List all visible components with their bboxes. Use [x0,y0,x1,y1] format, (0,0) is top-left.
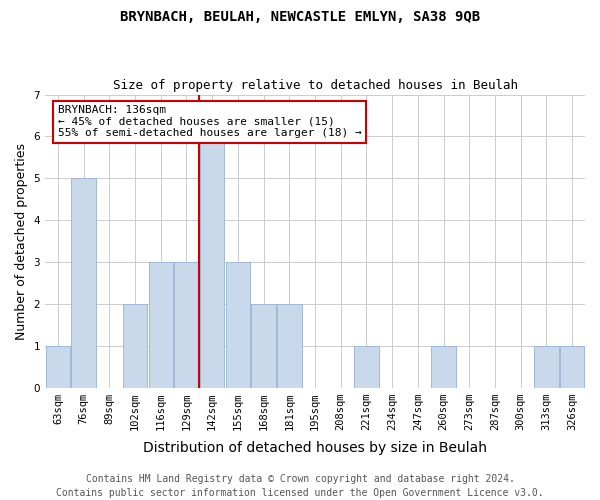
Bar [71,178,96,388]
Bar [226,262,250,388]
Text: BRYNBACH: 136sqm
← 45% of detached houses are smaller (15)
55% of semi-detached : BRYNBACH: 136sqm ← 45% of detached house… [58,105,362,138]
Bar [46,346,70,388]
Bar [277,304,302,388]
Bar [354,346,379,388]
Bar [534,346,559,388]
Title: Size of property relative to detached houses in Beulah: Size of property relative to detached ho… [113,79,518,92]
Bar [431,346,456,388]
Bar [174,262,199,388]
Text: BRYNBACH, BEULAH, NEWCASTLE EMLYN, SA38 9QB: BRYNBACH, BEULAH, NEWCASTLE EMLYN, SA38 … [120,10,480,24]
Bar [200,136,224,388]
X-axis label: Distribution of detached houses by size in Beulah: Distribution of detached houses by size … [143,441,487,455]
Bar [149,262,173,388]
Bar [560,346,584,388]
Y-axis label: Number of detached properties: Number of detached properties [15,142,28,340]
Bar [251,304,276,388]
Text: Contains HM Land Registry data © Crown copyright and database right 2024.
Contai: Contains HM Land Registry data © Crown c… [56,474,544,498]
Bar [123,304,147,388]
